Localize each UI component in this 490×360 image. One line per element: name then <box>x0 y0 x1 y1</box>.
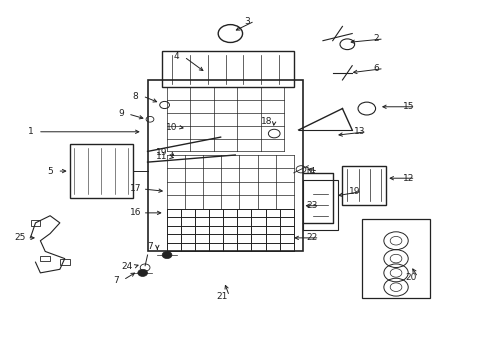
Text: 9: 9 <box>118 109 123 118</box>
Circle shape <box>138 269 147 276</box>
Text: 6: 6 <box>374 64 379 73</box>
Bar <box>70 144 133 198</box>
Text: 19: 19 <box>349 187 360 196</box>
Bar <box>60 259 70 265</box>
Text: 21: 21 <box>217 292 228 301</box>
Text: 15: 15 <box>402 102 414 111</box>
Text: 7: 7 <box>113 275 119 284</box>
Circle shape <box>162 251 172 258</box>
Text: 7: 7 <box>147 242 153 251</box>
Text: 4: 4 <box>174 52 180 61</box>
Text: 18: 18 <box>261 117 272 126</box>
Text: 3: 3 <box>245 17 250 26</box>
Text: 20: 20 <box>405 273 416 282</box>
Text: 17: 17 <box>130 184 141 193</box>
Bar <box>30 220 40 226</box>
Bar <box>40 256 50 261</box>
Bar <box>162 51 294 87</box>
Text: 1: 1 <box>28 127 33 136</box>
Text: 24: 24 <box>122 262 133 271</box>
Text: 13: 13 <box>354 127 365 136</box>
Text: 16: 16 <box>130 208 141 217</box>
Text: 14: 14 <box>305 167 317 176</box>
Text: 12: 12 <box>402 174 414 183</box>
Text: 25: 25 <box>14 233 25 242</box>
Bar <box>147 80 303 251</box>
Bar <box>362 219 430 298</box>
Text: 8: 8 <box>132 91 138 100</box>
Bar <box>303 180 338 230</box>
Text: 19: 19 <box>156 148 168 157</box>
Text: 2: 2 <box>374 35 379 44</box>
Bar <box>343 166 386 205</box>
Text: 10: 10 <box>166 123 178 132</box>
Text: 11: 11 <box>156 152 168 161</box>
Text: 22: 22 <box>307 233 318 242</box>
Text: 5: 5 <box>47 167 53 176</box>
Text: 23: 23 <box>307 201 318 210</box>
